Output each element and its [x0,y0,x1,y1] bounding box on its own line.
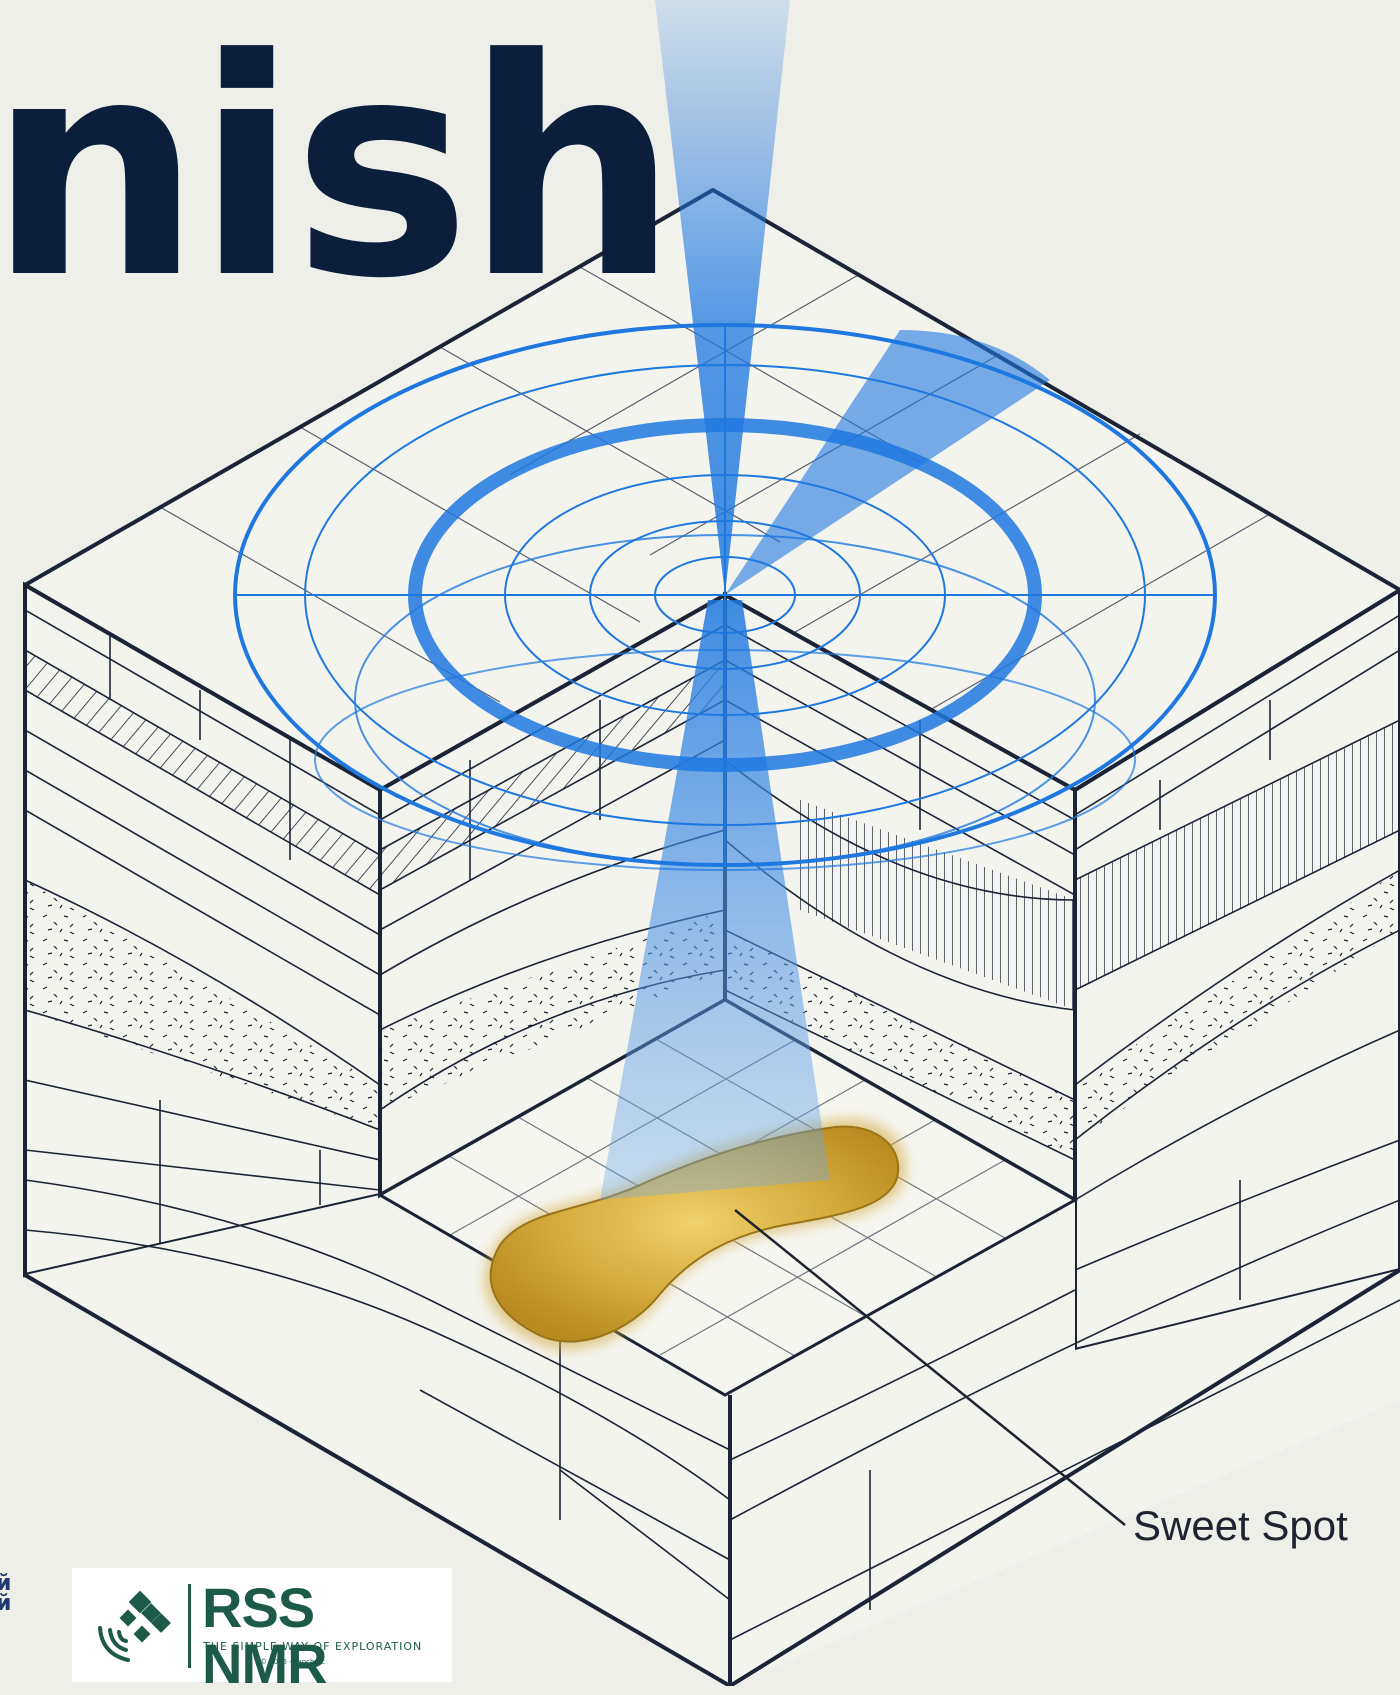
scan-rings [233,323,1217,871]
headline-text: nish [0,0,679,344]
cut-off-text-line: й [0,1571,12,1596]
rss-nmr-logo: RSS NMR THE SIMPLE WAY OF EXPLORATION © … [72,1568,452,1692]
cut-off-text-line: й [0,1590,12,1616]
sweet-spot-label: Sweet Spot [1133,1502,1348,1549]
logo-copyright: © 2005 - Fanch-llc [260,1658,325,1666]
logo-tagline: THE SIMPLE WAY OF EXPLORATION [203,1640,423,1653]
satellite-icon [98,1590,171,1662]
callout-leader [734,1209,1126,1526]
logo-name: RSS NMR [202,1576,328,1695]
signal-beam [600,0,1050,1200]
cut-off-text: й й [0,1571,12,1616]
left-face [25,585,380,1275]
right-face [1075,590,1400,1350]
logo-divider [188,1584,191,1668]
